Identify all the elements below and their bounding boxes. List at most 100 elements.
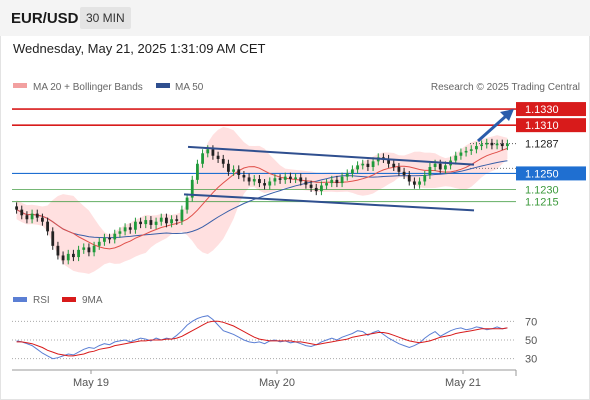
rsi-tick-label: 50 — [525, 335, 537, 347]
candle — [325, 183, 328, 186]
level-tag-3 — [516, 166, 586, 181]
candle — [309, 184, 313, 188]
candle — [170, 219, 173, 224]
candle — [263, 183, 266, 186]
candle — [30, 213, 34, 220]
candle — [469, 149, 473, 151]
candle — [361, 163, 365, 166]
timeframe-badge[interactable]: 30 MIN — [80, 7, 131, 29]
ma20-legend-swatch — [13, 83, 27, 88]
candle — [113, 233, 117, 240]
candle — [242, 175, 246, 178]
candle — [221, 158, 225, 164]
candle — [46, 221, 49, 232]
rsi-tick-label: 70 — [525, 316, 537, 328]
candle — [330, 179, 334, 184]
candle — [283, 176, 287, 180]
rsi-tick-label: 30 — [525, 354, 537, 366]
candle — [72, 253, 75, 258]
candle — [444, 165, 447, 170]
candle — [165, 217, 168, 224]
candle — [128, 227, 132, 230]
level-label-1: 1.1310 — [525, 120, 559, 132]
candle — [371, 161, 375, 167]
candle — [402, 171, 406, 176]
candle — [340, 176, 344, 184]
candle — [103, 237, 106, 242]
rsi-ma-line — [16, 320, 508, 357]
candle — [423, 175, 427, 182]
candle — [351, 169, 354, 174]
rsi-ma-legend-swatch — [62, 297, 76, 302]
candle — [118, 231, 122, 234]
candle — [190, 179, 194, 198]
candle — [20, 209, 24, 216]
candle — [500, 143, 504, 147]
rsi-line — [16, 315, 508, 360]
level-tag-1 — [516, 118, 586, 133]
candle — [51, 231, 55, 246]
x-tick-label: May 21 — [445, 377, 481, 389]
chart-datetime: Wednesday, May 21, 2025 1:31:09 AM CET — [13, 41, 266, 56]
ma20-legend-label: MA 20 + Bollinger Bands — [33, 82, 143, 93]
candle — [356, 165, 359, 170]
price-tag-label-2: 1.1287 — [525, 139, 559, 151]
candle — [258, 179, 261, 184]
candle — [92, 245, 96, 253]
candle — [175, 219, 179, 221]
projection-arrow — [477, 114, 507, 143]
candle — [201, 153, 204, 164]
candle — [428, 166, 432, 176]
candle — [387, 158, 390, 164]
candle — [459, 152, 463, 156]
rsi-legend-swatch — [13, 297, 27, 302]
candle — [123, 227, 127, 232]
candle — [108, 237, 111, 240]
candle — [278, 178, 282, 180]
candle — [273, 178, 277, 182]
candle — [490, 142, 494, 146]
x-axis: May 19 May 20 May 21 — [73, 370, 481, 389]
candle — [237, 169, 241, 176]
candle — [206, 149, 210, 154]
candle — [506, 143, 509, 147]
candle — [397, 166, 401, 172]
candle — [154, 221, 158, 225]
candle — [180, 209, 184, 221]
candle — [392, 163, 396, 167]
candle — [216, 155, 220, 159]
level-label-4: 1.1230 — [525, 185, 559, 197]
level-label-3: 1.1250 — [525, 168, 559, 180]
candle — [289, 176, 292, 180]
candle — [433, 163, 437, 167]
candle — [320, 185, 323, 192]
ma50-legend-swatch — [156, 83, 170, 88]
candle — [149, 220, 153, 225]
candle — [314, 187, 318, 192]
candle — [66, 253, 70, 261]
level-tag-0 — [516, 102, 586, 117]
candle — [15, 206, 18, 210]
x-tick-label: May 20 — [259, 377, 295, 389]
candle — [247, 177, 251, 182]
candle — [41, 217, 44, 222]
candle — [304, 181, 308, 185]
candle — [61, 255, 65, 261]
candle — [211, 149, 215, 156]
projection-arrowhead — [500, 109, 514, 121]
rsi-legend-label: RSI — [33, 295, 50, 306]
ma50-legend-label: MA 50 — [175, 82, 204, 93]
candle — [480, 144, 483, 147]
candle — [139, 221, 142, 225]
candle — [87, 247, 91, 253]
candle — [232, 169, 235, 172]
candle — [345, 173, 349, 177]
candle — [35, 213, 39, 218]
symbol-title: EUR/USD — [11, 10, 79, 27]
rsi-ma-legend-label: 9MA — [82, 295, 103, 306]
level-label-5: 1.1215 — [525, 197, 559, 209]
ma20-line — [16, 147, 508, 250]
level-label-0: 1.1330 — [525, 104, 559, 116]
candle — [252, 179, 256, 182]
